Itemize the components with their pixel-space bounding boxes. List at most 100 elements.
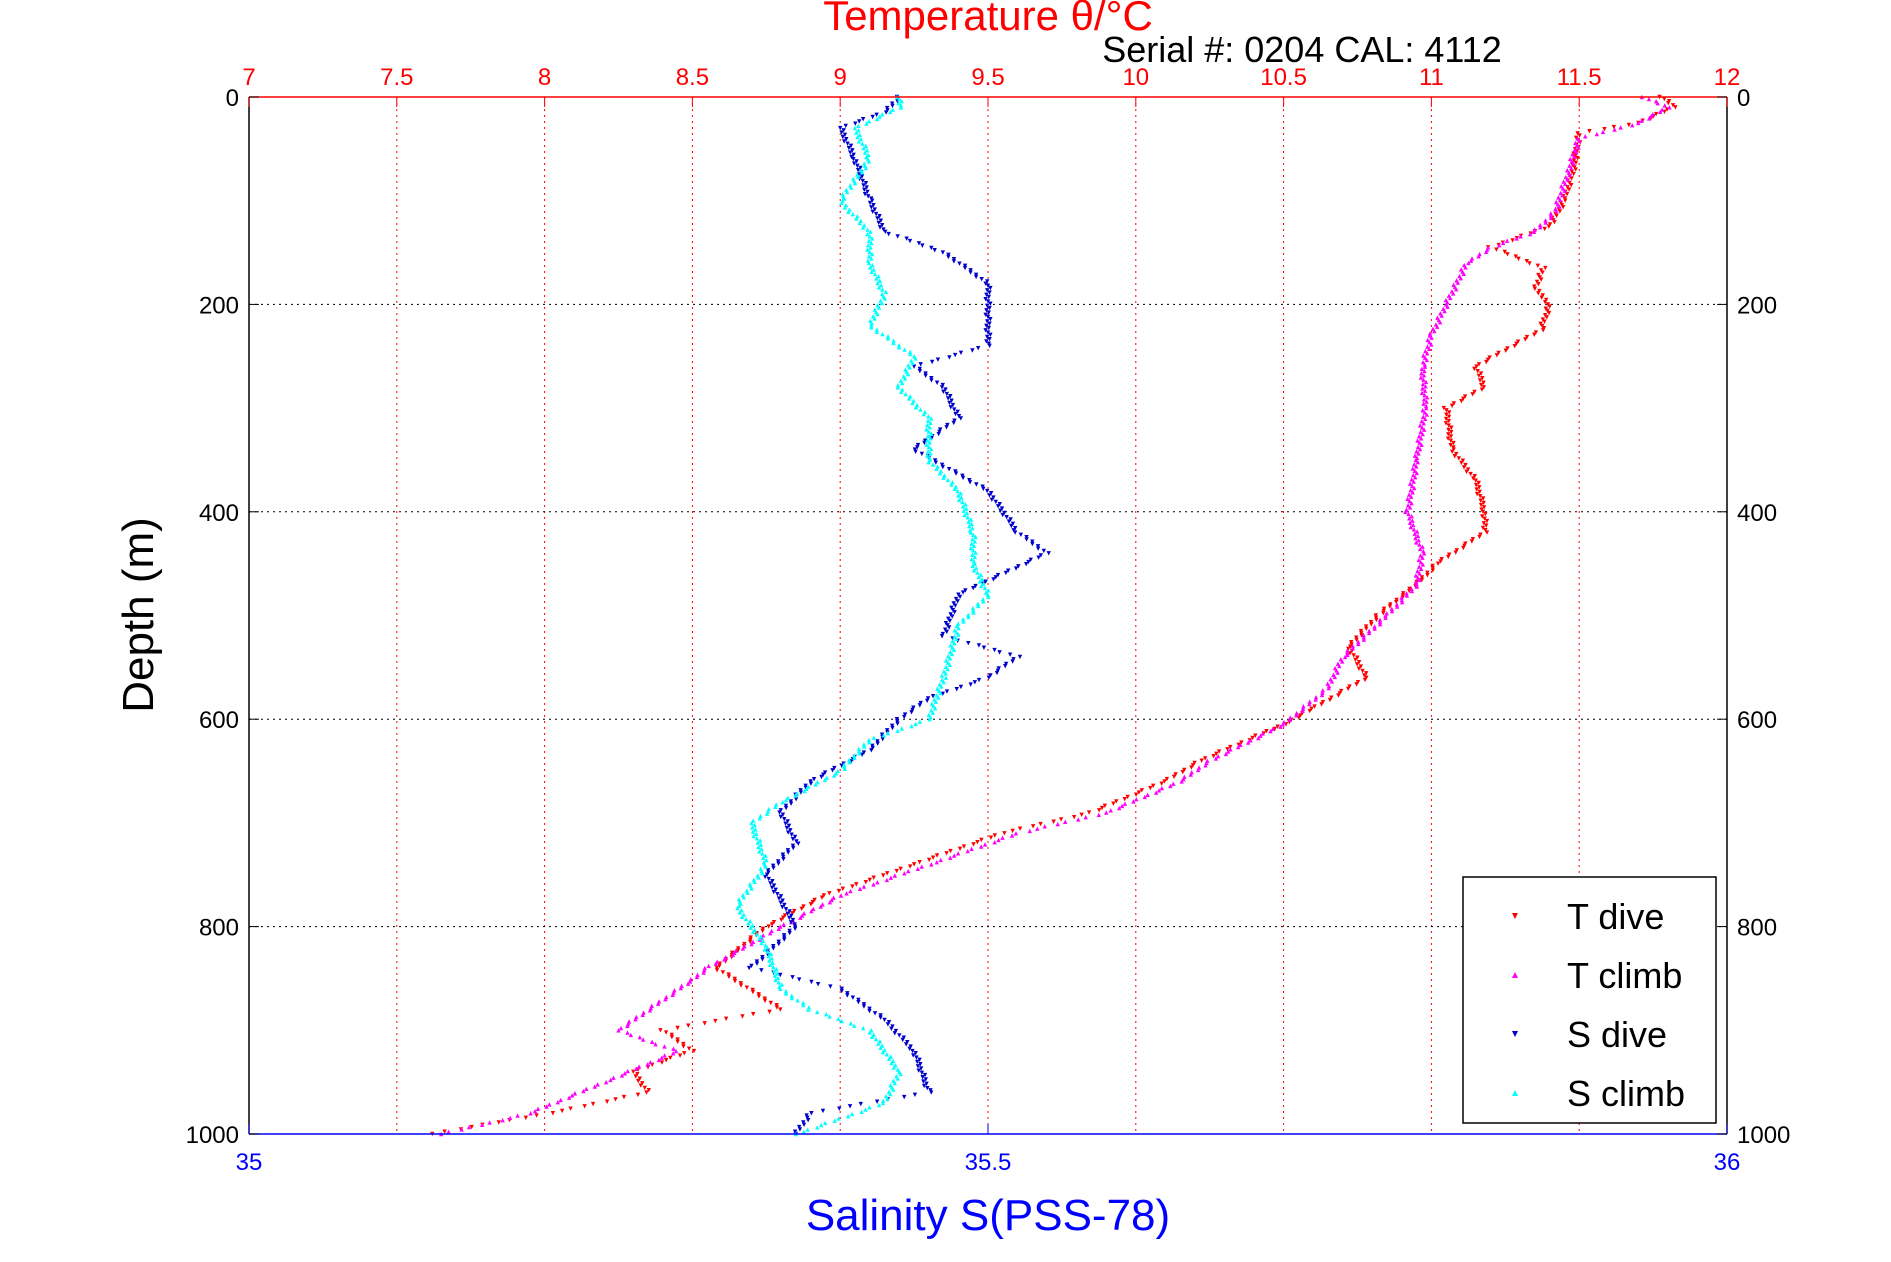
data-point-t-climb — [670, 1051, 676, 1056]
data-point-s-dive — [936, 431, 941, 437]
data-point-s-climb — [956, 632, 961, 637]
data-point-s-dive — [808, 781, 814, 786]
data-point-t-climb — [1497, 242, 1502, 248]
data-point-t-dive — [633, 1074, 638, 1079]
data-point-s-climb — [757, 816, 762, 821]
data-point-t-climb — [636, 1064, 642, 1069]
data-point-t-climb — [595, 1082, 600, 1087]
data-point-s-climb — [888, 109, 893, 115]
data-point-t-climb — [1405, 496, 1410, 502]
data-point-s-dive — [963, 588, 968, 593]
data-point-s-dive — [776, 861, 781, 866]
data-point-s-dive — [894, 717, 900, 722]
data-point-t-climb — [1567, 156, 1573, 162]
data-point-t-climb — [730, 952, 736, 958]
data-point-s-dive — [790, 836, 796, 842]
data-point-s-dive — [988, 285, 993, 291]
data-point-s-climb — [749, 820, 754, 826]
data-point-t-dive — [1387, 604, 1393, 609]
data-point-t-dive — [1502, 249, 1507, 255]
data-point-s-dive — [1023, 561, 1029, 567]
data-point-t-dive — [1444, 412, 1449, 417]
data-point-t-dive — [1474, 364, 1479, 369]
data-point-t-dive — [1354, 662, 1360, 667]
data-point-s-dive — [1003, 663, 1008, 669]
data-point-s-climb — [852, 181, 858, 186]
data-point-t-dive — [613, 1097, 618, 1102]
data-point-t-dive — [1573, 167, 1578, 172]
data-point-s-climb — [869, 269, 874, 275]
data-point-t-climb — [701, 970, 706, 975]
data-point-s-dive — [794, 839, 799, 844]
data-point-t-dive — [636, 1078, 641, 1084]
data-point-s-climb — [783, 991, 789, 996]
data-point-t-climb — [566, 1095, 572, 1100]
data-point-s-climb — [898, 389, 904, 395]
data-point-s-climb — [822, 777, 828, 783]
data-point-t-climb — [1423, 403, 1429, 409]
data-point-t-dive — [732, 978, 738, 984]
data-point-t-climb — [1248, 738, 1253, 743]
data-point-t-dive — [1482, 516, 1487, 521]
data-point-t-dive — [1354, 635, 1359, 640]
data-point-s-climb — [764, 857, 769, 863]
data-point-t-climb — [1345, 652, 1350, 657]
data-point-s-climb — [860, 141, 865, 146]
data-point-s-dive — [915, 1064, 921, 1069]
data-point-t-dive — [1480, 514, 1485, 519]
data-point-t-climb — [1377, 619, 1383, 625]
data-point-s-dive — [785, 911, 790, 916]
data-point-t-climb — [628, 1032, 634, 1038]
data-point-t-dive — [1071, 814, 1077, 820]
data-point-s-climb — [845, 1114, 851, 1119]
data-point-t-dive — [1569, 176, 1574, 181]
data-point-s-dive — [846, 145, 852, 151]
data-point-s-dive — [1038, 553, 1044, 558]
data-point-t-climb — [1335, 670, 1340, 675]
data-point-s-dive — [976, 677, 982, 683]
data-point-t-dive — [668, 1055, 673, 1061]
data-point-s-dive — [880, 736, 885, 742]
data-point-t-climb — [1421, 551, 1427, 556]
data-point-s-dive — [973, 272, 979, 277]
data-point-s-climb — [910, 360, 915, 366]
data-point-t-climb — [1419, 442, 1424, 448]
data-point-t-climb — [1345, 650, 1350, 655]
data-point-t-climb — [809, 908, 814, 914]
data-point-s-climb — [865, 242, 871, 248]
data-point-s-dive — [796, 977, 802, 982]
data-point-s-climb — [743, 916, 749, 922]
data-point-s-dive — [935, 357, 941, 362]
data-point-s-dive — [940, 464, 946, 470]
data-point-t-dive — [1225, 747, 1230, 752]
data-point-t-climb — [768, 930, 773, 936]
data-point-t-dive — [780, 915, 786, 920]
data-point-s-climb — [928, 420, 933, 426]
data-point-t-climb — [955, 851, 961, 856]
data-point-t-climb — [603, 1079, 609, 1085]
data-point-s-dive — [960, 590, 966, 595]
data-point-s-dive — [925, 1085, 930, 1091]
data-point-s-climb — [802, 788, 807, 794]
data-point-s-dive — [878, 218, 884, 223]
data-point-t-dive — [677, 1053, 683, 1058]
data-point-s-climb — [926, 414, 931, 419]
data-point-s-climb — [866, 260, 872, 266]
data-point-s-climb — [968, 545, 974, 551]
data-point-s-climb — [972, 539, 978, 544]
data-point-s-dive — [780, 852, 786, 857]
data-point-s-dive — [988, 301, 993, 306]
data-point-s-climb — [930, 462, 936, 467]
data-point-t-climb — [671, 1046, 676, 1051]
data-point-t-climb — [1294, 713, 1299, 718]
data-point-t-dive — [821, 893, 827, 898]
data-point-s-climb — [858, 137, 864, 142]
data-point-t-dive — [1670, 103, 1676, 108]
data-point-s-climb — [869, 236, 875, 241]
data-point-t-climb — [1326, 685, 1331, 691]
data-point-s-dive — [981, 486, 986, 492]
data-point-t-dive — [1463, 541, 1468, 546]
data-point-s-dive — [907, 238, 913, 244]
data-point-s-climb — [856, 123, 861, 129]
